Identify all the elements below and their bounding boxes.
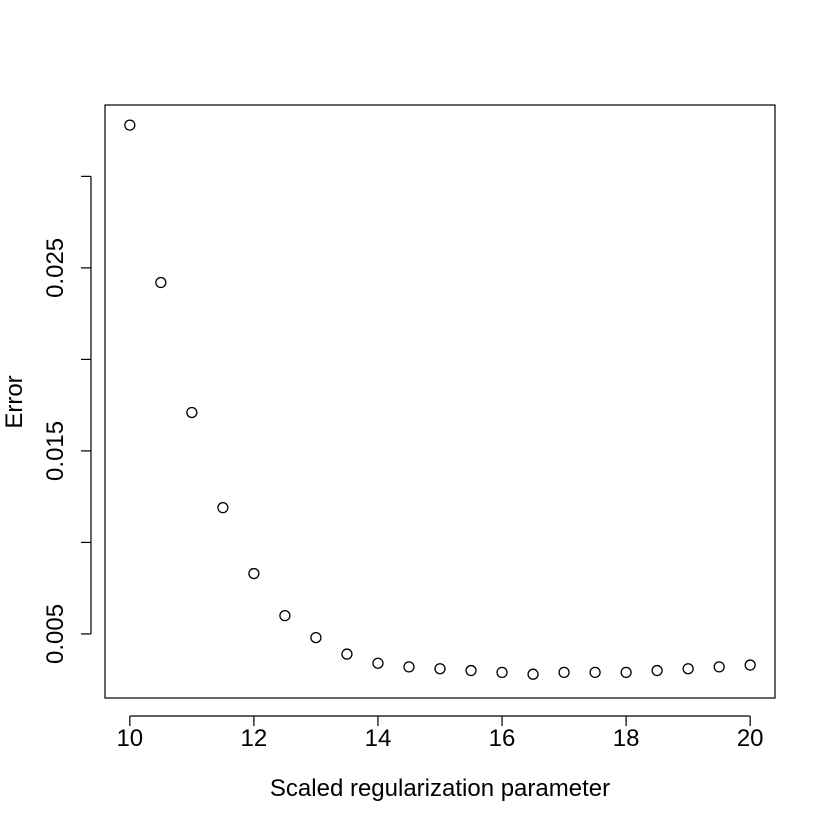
data-point <box>341 648 353 660</box>
data-point <box>217 502 229 514</box>
x-axis-title: Scaled regularization parameter <box>270 775 610 802</box>
data-point <box>713 661 725 673</box>
data-points <box>124 119 756 680</box>
x-tick-label: 14 <box>365 725 392 752</box>
x-tick-label: 12 <box>241 725 268 752</box>
data-point <box>279 609 291 622</box>
x-tick-label: 16 <box>489 725 516 752</box>
data-point <box>434 663 446 675</box>
x-tick-label: 20 <box>737 725 764 752</box>
y-axis: 0.005 0.015 0.025 <box>42 175 92 664</box>
data-point <box>651 664 663 677</box>
data-point <box>403 661 415 673</box>
data-point <box>248 567 260 580</box>
y-tick-label: 0.005 <box>42 604 69 664</box>
data-point <box>496 666 508 679</box>
x-tick-label: 18 <box>613 725 640 752</box>
y-tick-label: 0.015 <box>42 421 69 481</box>
x-axis: 10 12 14 16 18 20 <box>116 715 764 752</box>
data-point <box>527 668 539 680</box>
data-point <box>589 666 601 679</box>
data-point <box>558 666 570 679</box>
data-point <box>155 276 167 289</box>
data-point <box>682 663 694 675</box>
data-point <box>465 664 477 677</box>
data-point <box>310 631 322 644</box>
data-point <box>744 659 756 671</box>
data-point <box>186 406 198 419</box>
y-tick-label: 0.025 <box>42 238 69 298</box>
data-point <box>620 666 632 679</box>
data-point <box>372 657 384 669</box>
data-point <box>124 119 136 131</box>
x-tick-label: 10 <box>116 725 143 752</box>
y-axis-title: Error <box>1 375 28 428</box>
plot-frame <box>104 104 776 699</box>
